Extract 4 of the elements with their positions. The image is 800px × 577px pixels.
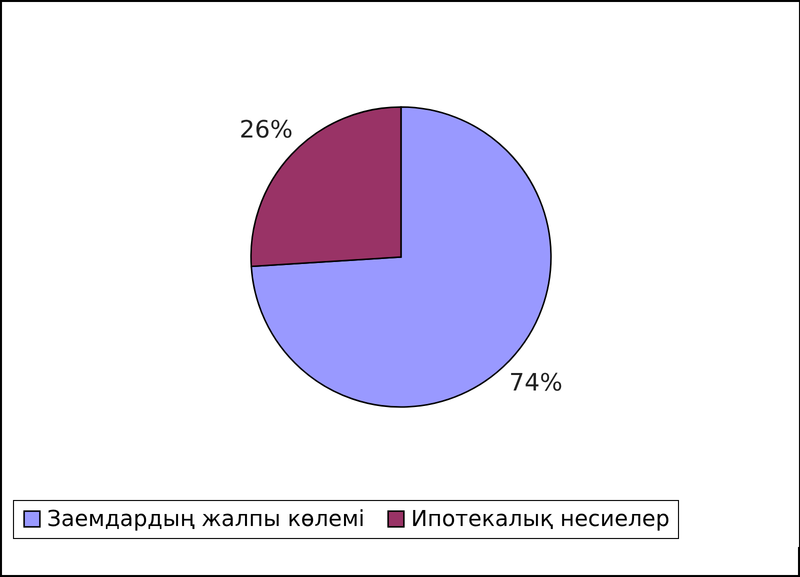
data-label: 26%	[239, 115, 293, 144]
legend-label: Заемдардың жалпы көлемі	[47, 507, 365, 532]
data-label: 74%	[509, 368, 563, 397]
legend-label: Ипотекалық несиелер	[411, 507, 670, 532]
